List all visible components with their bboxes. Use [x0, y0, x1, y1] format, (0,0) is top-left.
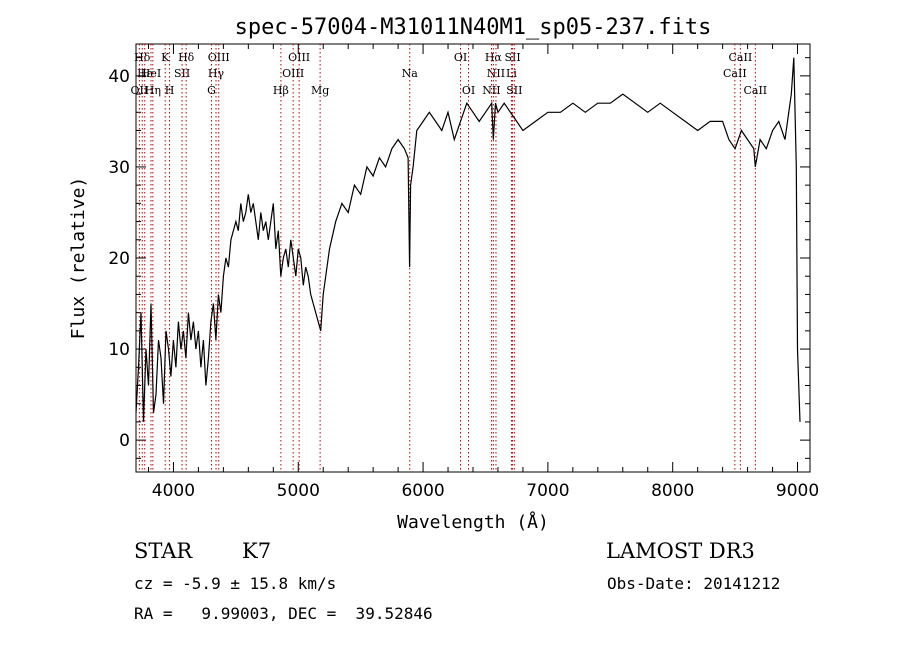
spectral-line-label: NII [482, 84, 500, 97]
spectral-line-label: CaII [723, 67, 747, 80]
coordinates: RA = 9.99003, DEC = 39.52846 [134, 604, 433, 623]
y-tick-label: 40 [108, 67, 130, 87]
y-tick-label: 0 [119, 431, 130, 451]
x-axis-label: Wavelength (Å) [397, 511, 549, 533]
spectral-line-label: OIII [282, 67, 304, 80]
plot-frame [135, 43, 811, 473]
object-class: STAR [134, 539, 193, 563]
obs-date: Obs-Date: 20141212 [607, 574, 781, 593]
x-tick-label: 5000 [277, 481, 320, 501]
spectral-line-label: Mg [311, 84, 329, 97]
spectral-line-label: Li [506, 67, 517, 80]
spectral-line-label: K [161, 51, 170, 64]
spectral-line-label: SII [506, 84, 522, 97]
spectral-line-label: H [165, 84, 175, 97]
spectral-line-label: OII [131, 84, 149, 97]
spectral-line-label: OIII [288, 51, 310, 64]
x-tick-label: 8000 [651, 481, 694, 501]
spectral-line-label: Hδ [134, 51, 151, 64]
x-tick-label: 7000 [526, 481, 569, 501]
x-tick-label: 4000 [152, 481, 195, 501]
y-tick-label: 20 [108, 249, 130, 269]
spectral-line-label: NII [487, 67, 505, 80]
y-tick-label: 30 [108, 158, 130, 178]
redshift-readout: cz = -5.9 ± 15.8 km/s [134, 574, 337, 593]
spectral-line-label: Hγ [208, 67, 225, 80]
spectral-line-label: SII [504, 51, 520, 64]
y-axis-label: Flux (relative) [68, 177, 89, 340]
x-tick-label: 9000 [776, 481, 819, 501]
x-tick-label: 6000 [401, 481, 444, 501]
spectral-line-label: CaII [743, 84, 767, 97]
spectrum-line [136, 57, 801, 422]
survey-name: LAMOST DR3 [606, 539, 755, 563]
spectral-line-label: Hε [137, 67, 153, 80]
spectral-line-label: OIII [208, 51, 230, 64]
spectral-line-label: OI [454, 51, 467, 64]
spectral-line-label: Hη [145, 84, 161, 97]
chart-title: spec-57004-M31011N40M1_sp05-237.fits [235, 15, 712, 40]
spectral-line-label: Na [402, 67, 419, 80]
spectral-line-label: CaII [729, 51, 753, 64]
spectral-line-label: Hβ [273, 84, 289, 97]
spectral-line-label: G [207, 84, 216, 97]
spectral-line-label: Hα [485, 51, 503, 64]
spectral-line-label: Hδ [178, 51, 195, 64]
object-subclass: K7 [242, 539, 272, 563]
spectral-line-label: OI [462, 84, 475, 97]
spectral-line-label: HeI [141, 67, 161, 80]
spectral-line-label: SII [174, 67, 190, 80]
y-tick-label: 10 [108, 340, 130, 360]
